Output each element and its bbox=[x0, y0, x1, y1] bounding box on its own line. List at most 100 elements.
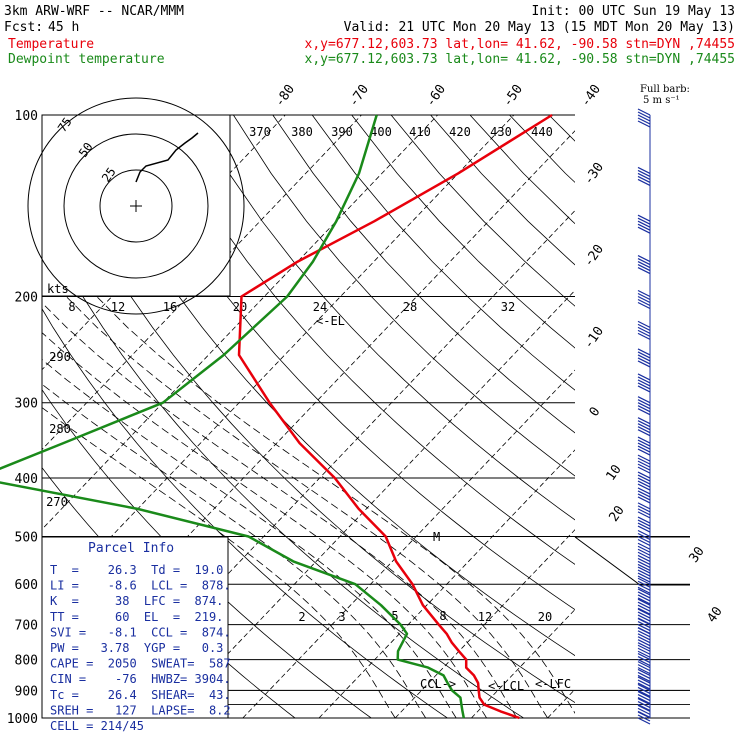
lfc-marker: <-LFC bbox=[535, 677, 571, 691]
theta-label-400: 400 bbox=[370, 125, 392, 139]
pressure-label-200: 200 bbox=[15, 291, 38, 306]
wind-barb bbox=[637, 653, 651, 661]
wind-barb bbox=[637, 597, 651, 605]
wind-barb bbox=[637, 373, 651, 381]
m-marker: M bbox=[433, 530, 440, 544]
dry-adiabat bbox=[193, 115, 575, 521]
wind-barb bbox=[637, 402, 651, 410]
wind-barb bbox=[637, 295, 651, 304]
isotherm-line bbox=[624, 115, 740, 718]
theta-label-270: 270 bbox=[46, 495, 68, 509]
hodograph-trace bbox=[135, 132, 199, 183]
wind-barb bbox=[637, 656, 651, 664]
parcel-info-row: SVI = -8.1 CCL = 874. bbox=[50, 625, 231, 639]
isotherm-line bbox=[318, 449, 575, 718]
theta-label-430: 430 bbox=[490, 125, 512, 139]
wind-barb bbox=[637, 480, 651, 488]
mixing-ratio-label: 12 bbox=[478, 610, 492, 624]
wind-barb bbox=[637, 289, 651, 298]
parcel-info-row: K = 38 LFC = 874. bbox=[50, 594, 223, 608]
parcel-info-row: Tc = 26.4 SHEAR= 43. bbox=[50, 688, 231, 702]
wind-barb bbox=[637, 357, 651, 365]
wind-barb bbox=[637, 454, 651, 462]
wind-barb bbox=[637, 560, 651, 568]
wind-barb bbox=[637, 220, 651, 228]
theta-label-280: 280 bbox=[49, 422, 71, 436]
wind-barb bbox=[637, 611, 651, 619]
wind-barb bbox=[637, 439, 651, 447]
wind-barb bbox=[637, 323, 651, 331]
hodograph-ring bbox=[63, 133, 209, 279]
theta-label-370: 370 bbox=[249, 125, 271, 139]
pressure-label-300: 300 bbox=[15, 397, 38, 412]
wind-barb bbox=[637, 586, 651, 594]
forecast-hours: 45 h bbox=[48, 20, 79, 35]
dry-adiabat bbox=[469, 115, 575, 225]
pressure-label-700: 700 bbox=[15, 619, 38, 634]
wind-barb bbox=[637, 572, 651, 580]
wind-barb bbox=[637, 659, 651, 667]
parcel-info-row: SREH = 127 LAPSE= 8.2 bbox=[50, 703, 231, 717]
wind-barb bbox=[637, 694, 651, 702]
wind-barb bbox=[637, 502, 651, 510]
hodograph-axis-tick: 28 bbox=[403, 300, 417, 314]
parcel-info-row: T = 26.3 Td = 19.0 bbox=[50, 563, 223, 577]
wind-barb bbox=[637, 267, 651, 275]
wind-barb bbox=[637, 445, 651, 453]
wind-barb bbox=[637, 545, 651, 553]
wind-barb bbox=[637, 697, 651, 705]
wind-barb bbox=[637, 519, 651, 527]
wind-barb bbox=[637, 668, 651, 676]
wind-barb bbox=[637, 226, 651, 234]
dry-adiabat bbox=[430, 115, 575, 266]
wind-barb bbox=[637, 399, 651, 407]
isotherm-label: 30 bbox=[686, 544, 707, 565]
wind-barb bbox=[637, 351, 651, 359]
wind-barb bbox=[637, 354, 651, 362]
wind-barb bbox=[637, 664, 651, 672]
wind-barb bbox=[637, 405, 651, 413]
wind-barb bbox=[637, 535, 651, 544]
wind-barb bbox=[637, 396, 651, 404]
wind-barb bbox=[637, 516, 651, 524]
wind-barb bbox=[637, 671, 651, 679]
dry-adiabat bbox=[75, 115, 575, 657]
wind-barb bbox=[637, 633, 651, 641]
wind-barb bbox=[637, 117, 651, 125]
wind-barb bbox=[637, 172, 651, 180]
wind-barb bbox=[637, 258, 651, 266]
mixing-ratio-label: 20 bbox=[538, 610, 552, 624]
wind-barb bbox=[637, 601, 651, 609]
dry-adiabat bbox=[154, 115, 575, 565]
wind-barb bbox=[637, 647, 651, 655]
wind-barb bbox=[637, 627, 651, 635]
isotherm-label: -20 bbox=[581, 242, 607, 270]
wind-barb bbox=[637, 683, 651, 691]
wind-barb bbox=[637, 554, 651, 562]
wind-barb bbox=[637, 522, 651, 530]
forecast-label: Fcst: bbox=[4, 20, 43, 35]
wind-barb bbox=[637, 463, 651, 471]
isotherm-label: -40 bbox=[578, 82, 604, 110]
wind-barb bbox=[637, 120, 651, 128]
pressure-label-400: 400 bbox=[15, 472, 38, 487]
wind-barb bbox=[637, 691, 651, 699]
wind-barb bbox=[637, 642, 651, 650]
wind-barb bbox=[637, 420, 651, 428]
wind-barb bbox=[637, 604, 651, 612]
wind-barb bbox=[637, 301, 651, 310]
isotherm-line bbox=[42, 115, 515, 610]
isotherm-line bbox=[166, 289, 575, 718]
wind-barb bbox=[637, 580, 651, 588]
theta-label-420: 420 bbox=[449, 125, 471, 139]
barb-legend-line2: 5 m s⁻¹ bbox=[643, 95, 680, 106]
hodograph-ring-label: 75 bbox=[55, 115, 75, 135]
hodograph-axis-tick: 16 bbox=[163, 300, 177, 314]
lcl-marker: <-LCL bbox=[488, 679, 524, 693]
wind-barb bbox=[637, 686, 651, 694]
isotherm-line bbox=[394, 529, 575, 718]
wind-barb bbox=[637, 426, 651, 434]
parcel-info-row: CAPE = 2050 SWEAT= 587 bbox=[50, 657, 231, 671]
wind-barb bbox=[637, 617, 651, 625]
